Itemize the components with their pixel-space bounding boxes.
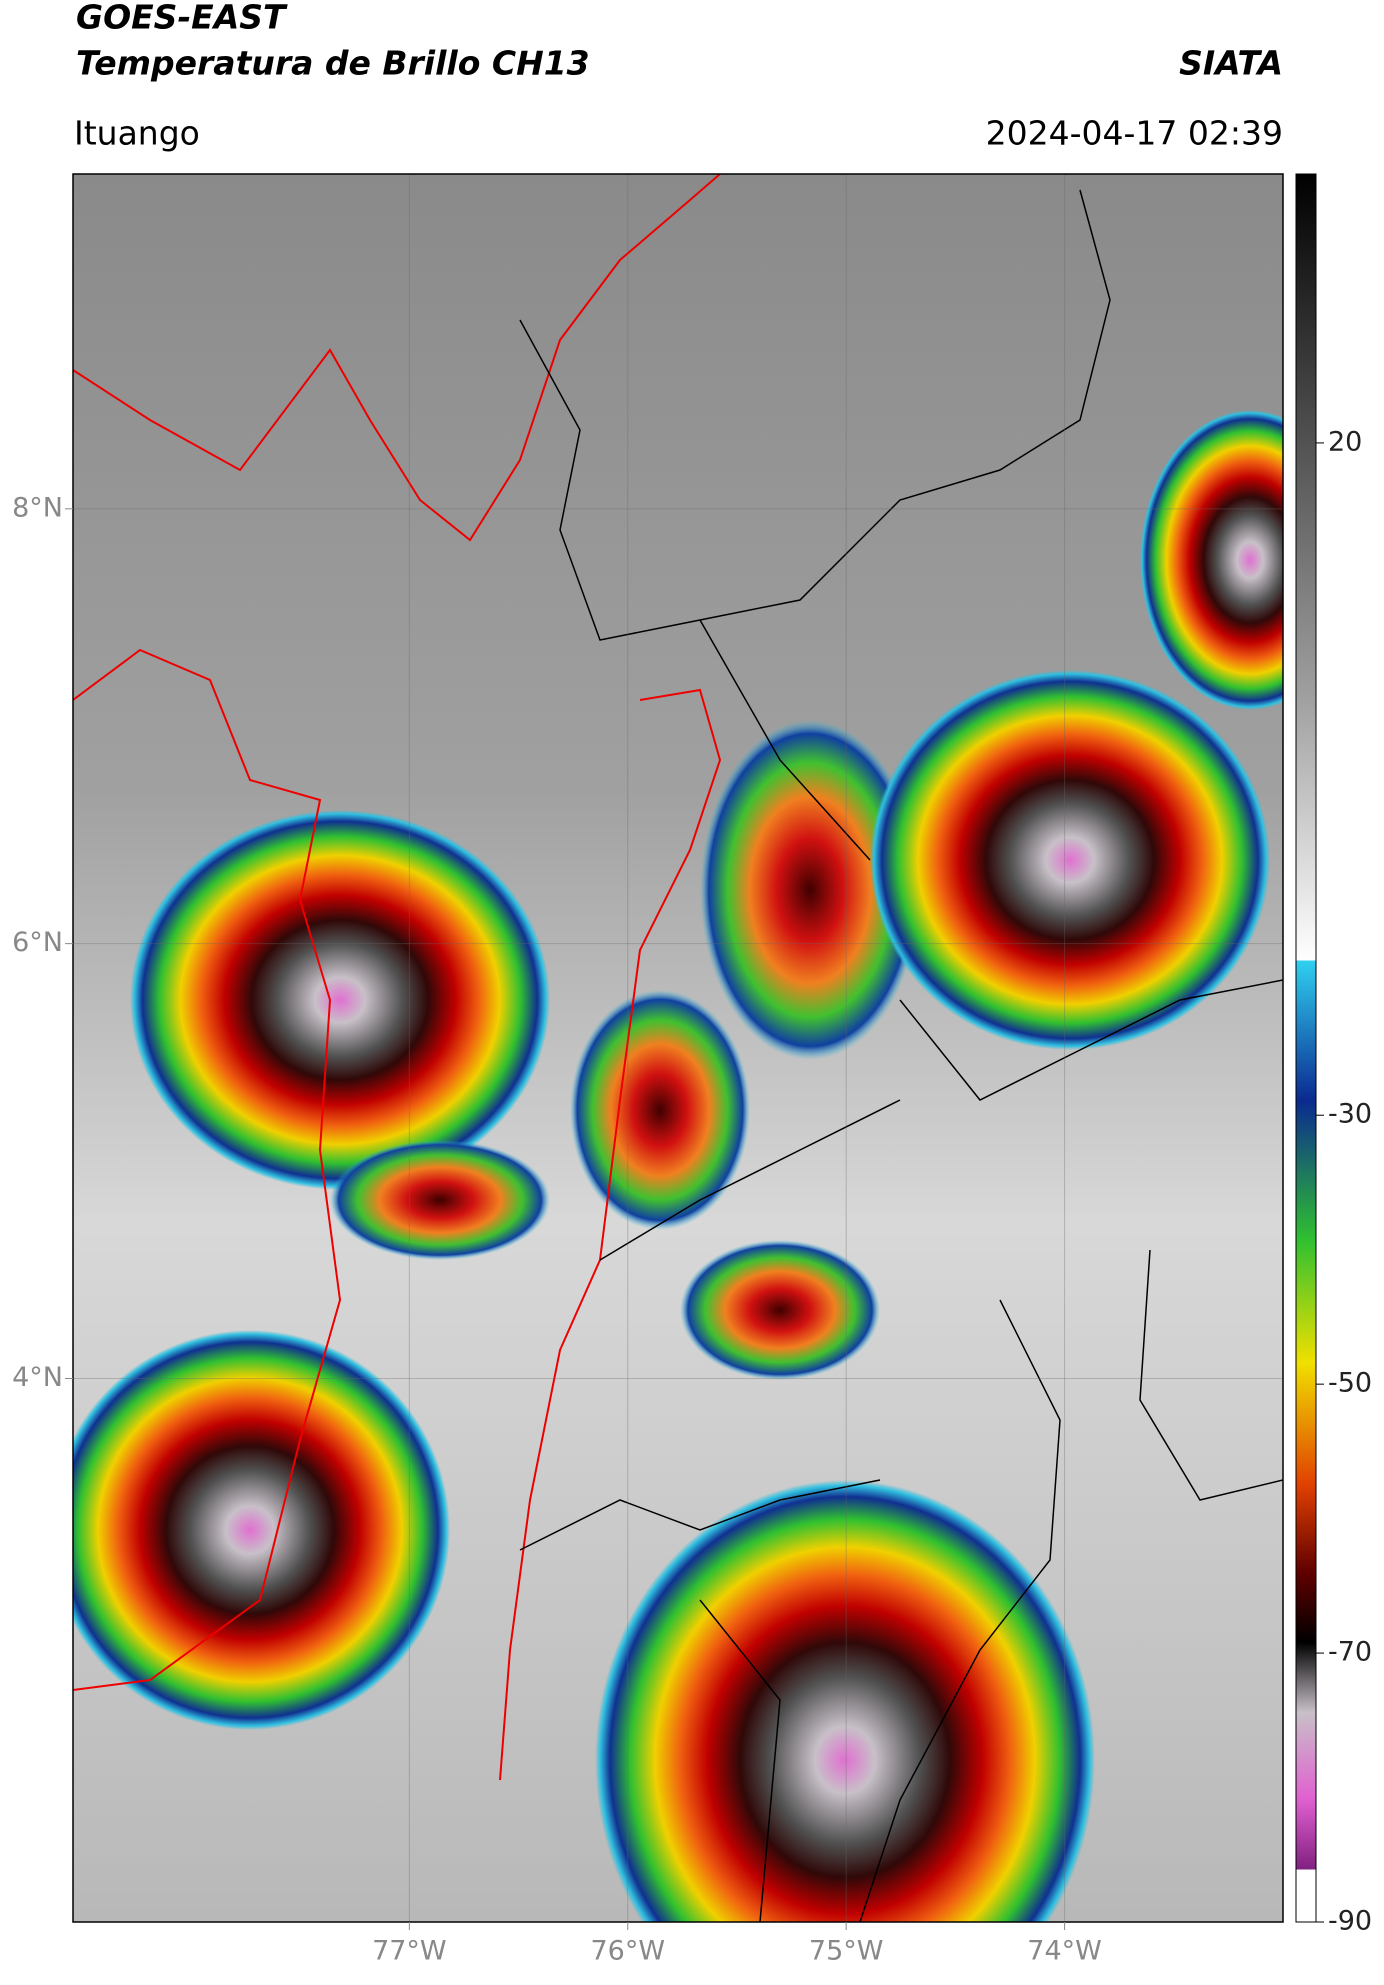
source: SIATA	[1179, 44, 1283, 83]
colorbar-tick-label: -70	[1328, 1637, 1372, 1668]
y-tick-label: 4°N	[12, 1362, 63, 1393]
satellite-image	[73, 174, 1283, 1922]
y-tick-label: 8°N	[12, 492, 63, 523]
x-tick-label: 76°W	[590, 1936, 665, 1967]
x-tick-label: 77°W	[372, 1936, 447, 1967]
colorbar-tick-label: 20	[1328, 426, 1362, 457]
grid	[73, 174, 1283, 1922]
colorbar-tick-label: -90	[1328, 1906, 1372, 1937]
y-tick-label: 6°N	[12, 927, 63, 958]
datetime: 2024-04-17 02:39	[986, 114, 1283, 153]
title: GOES-EAST	[76, 0, 288, 37]
map-frame	[72, 173, 1284, 1923]
colorbar	[1295, 173, 1317, 1923]
colorbar-tick-label: -30	[1328, 1099, 1372, 1130]
location: Ituango	[74, 114, 200, 153]
colorbar-tick-label: -50	[1328, 1368, 1372, 1399]
subtitle: Temperatura de Brillo CH13	[76, 44, 590, 83]
x-tick-label: 75°W	[809, 1936, 884, 1967]
x-tick-label: 74°W	[1027, 1936, 1102, 1967]
